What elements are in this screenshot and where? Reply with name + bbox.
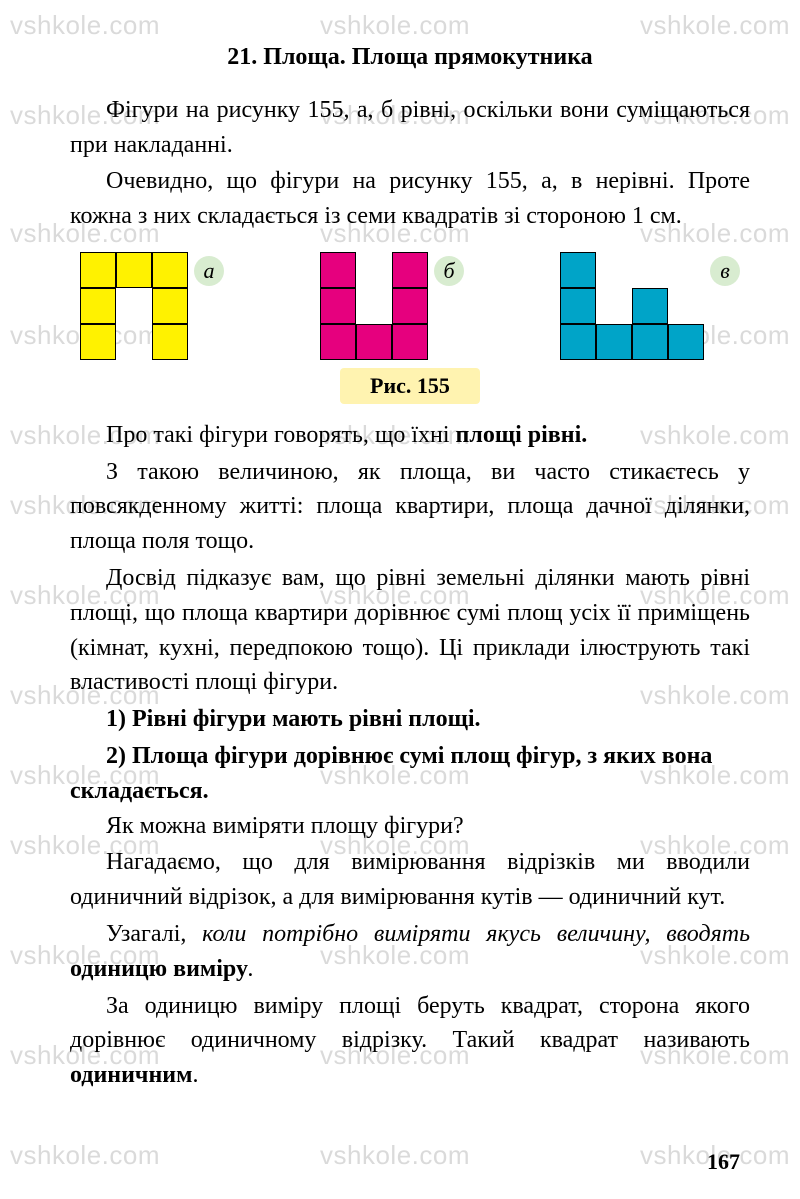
grid-cell	[356, 252, 392, 288]
figures-row: а б в	[70, 252, 750, 360]
grid-cell	[80, 288, 116, 324]
grid-cell	[596, 324, 632, 360]
grid-cell	[392, 252, 428, 288]
figure-a-wrap: а	[80, 252, 224, 360]
grid-cell	[320, 288, 356, 324]
bold-text: площі рівні.	[456, 422, 588, 448]
grid-cell	[392, 324, 428, 360]
paragraph: Досвід підказує вам, що рівні земельні д…	[70, 561, 750, 700]
italic-text: коли потрібно виміряти якусь величи­ну, …	[202, 921, 750, 947]
grid-cell	[152, 288, 188, 324]
grid-cell	[632, 324, 668, 360]
grid-cell	[632, 288, 668, 324]
grid-cell	[152, 324, 188, 360]
grid-cell	[356, 288, 392, 324]
paragraph: З такою величиною, як площа, ви часто ст…	[70, 455, 750, 559]
grid-cell	[596, 288, 632, 324]
grid-cell	[320, 324, 356, 360]
grid-cell	[560, 324, 596, 360]
paragraph: Як можна виміряти площу фігури?	[70, 809, 750, 844]
property-1: 1) Рівні фігури мають рівні площі.	[70, 702, 750, 737]
figure-v-label: в	[710, 256, 740, 286]
page-content: 21. Площа. Площа прямокутника Фігури на …	[0, 0, 800, 1115]
text: Узагалі,	[106, 921, 202, 947]
bold-text: одиничним	[70, 1062, 192, 1088]
watermark-text: vshkole.com	[10, 1140, 160, 1171]
paragraph: Про такі фігури говорять, що їхні площі …	[70, 418, 750, 453]
text: .	[192, 1062, 198, 1088]
italic-text: .	[248, 956, 254, 982]
grid-cell	[392, 288, 428, 324]
figure-caption: Рис. 155	[340, 368, 480, 404]
figure-a-label: а	[194, 256, 224, 286]
grid-cell	[116, 288, 152, 324]
grid-cell	[320, 252, 356, 288]
figure-b-label: б	[434, 256, 464, 286]
paragraph: За одиницю виміру площі беруть квадрат, …	[70, 989, 750, 1093]
text: За одиницю виміру площі беруть квадрат, …	[70, 993, 750, 1054]
grid-cell	[668, 288, 704, 324]
grid-cell	[560, 252, 596, 288]
grid-cell	[668, 252, 704, 288]
bold-text: одиницю виміру	[70, 956, 248, 982]
property-2: 2) Площа фігури дорівнює сумі площ фігур…	[70, 739, 750, 809]
paragraph: Очевидно, що фігури на рисунку 155, а, в…	[70, 164, 750, 234]
figure-b	[320, 252, 428, 360]
figure-v-wrap: в	[560, 252, 740, 360]
grid-cell	[80, 252, 116, 288]
text: Про такі фігури говорять, що їхні	[106, 422, 456, 448]
paragraph: Фігури на рисунку 155, а, б рівні, оскіл…	[70, 93, 750, 163]
grid-cell	[116, 324, 152, 360]
grid-cell	[560, 288, 596, 324]
page-number: 167	[707, 1149, 740, 1175]
grid-cell	[668, 324, 704, 360]
grid-cell	[356, 324, 392, 360]
figure-a	[80, 252, 188, 360]
grid-cell	[80, 324, 116, 360]
section-title: 21. Площа. Площа прямокутника	[70, 40, 750, 75]
figure-b-wrap: б	[320, 252, 464, 360]
grid-cell	[152, 252, 188, 288]
paragraph: Узагалі, коли потрібно виміряти якусь ве…	[70, 917, 750, 987]
watermark-text: vshkole.com	[320, 1140, 470, 1171]
figure-v	[560, 252, 704, 360]
grid-cell	[116, 252, 152, 288]
paragraph: Нагадаємо, що для вимірювання відрізків …	[70, 845, 750, 915]
grid-cell	[632, 252, 668, 288]
grid-cell	[596, 252, 632, 288]
